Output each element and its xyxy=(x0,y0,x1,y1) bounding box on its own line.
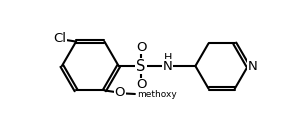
Text: H: H xyxy=(164,53,173,63)
Text: O: O xyxy=(115,86,125,99)
Text: O: O xyxy=(136,78,146,91)
Text: N: N xyxy=(163,60,173,72)
Text: N: N xyxy=(248,60,258,72)
Text: methoxy: methoxy xyxy=(137,90,177,99)
Text: Cl: Cl xyxy=(53,32,66,45)
Text: S: S xyxy=(136,58,146,74)
Text: O: O xyxy=(136,41,146,54)
